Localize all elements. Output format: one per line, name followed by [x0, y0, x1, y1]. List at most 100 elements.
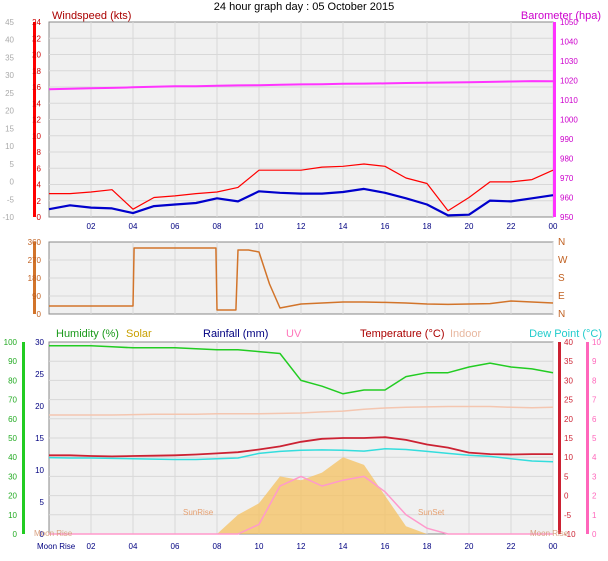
solar-label: Solar: [126, 328, 152, 340]
x-tick-label: 10: [255, 542, 264, 551]
humidity-tick: 20: [8, 492, 17, 501]
wind-average-line: [48, 187, 554, 217]
barometer-tick: 1020: [560, 77, 578, 86]
uv-tick: 7: [592, 396, 597, 405]
uv-tick: 9: [592, 357, 597, 366]
temperature-tick: 10: [564, 453, 573, 462]
windspeed-label: Windspeed (kts): [52, 10, 131, 22]
compass-tick: S: [558, 273, 565, 284]
x-tick-label: 20: [465, 222, 474, 231]
x-tick-label: 02: [87, 222, 96, 231]
humidity-axis-bar: [22, 342, 25, 534]
outer-tick: 0: [10, 178, 15, 187]
uv-line: [49, 475, 553, 535]
dewpoint-line: [48, 448, 554, 463]
humidity-tick: 30: [8, 472, 17, 481]
temperature-line: [49, 436, 553, 458]
temperature-tick: -5: [564, 511, 572, 520]
direction-series: [49, 247, 554, 311]
x-tick-label: 14: [339, 222, 348, 231]
barometer-label: Barometer (hpa): [521, 10, 601, 22]
barometer-tick: 980: [560, 155, 574, 164]
sunset-annotation: SunSet: [418, 508, 445, 517]
outer-tick: 45: [5, 18, 14, 27]
outer-tick: -10: [2, 213, 14, 222]
outer-tick: 20: [5, 107, 14, 116]
uv-tick: 10: [592, 338, 601, 347]
x-tick-label: 16: [381, 542, 390, 551]
humidity-tick: 10: [8, 511, 17, 520]
temperature-tick: 0: [564, 492, 569, 501]
barometer-tick: 1040: [560, 38, 578, 47]
temperature-axis-bar: [558, 342, 561, 534]
page-title: 24 hour graph day : 05 October 2015: [214, 1, 394, 13]
windspeed-tick: 18: [32, 67, 41, 76]
x-tick-label: 04: [129, 542, 138, 551]
uv-tick: 0: [592, 530, 597, 539]
wind-grid: [49, 22, 554, 217]
outer-tick: 30: [5, 71, 14, 80]
x-tick-label: 06: [171, 542, 180, 551]
x-tick-label: 08: [213, 222, 222, 231]
rainfall-label: Rainfall (mm): [203, 328, 268, 340]
barometer-line: [48, 80, 554, 91]
windspeed-tick: 10: [32, 132, 41, 141]
windspeed-tick: 24: [32, 18, 41, 27]
barometer-tick: 960: [560, 194, 574, 203]
temperature-tick: 5: [564, 472, 569, 481]
uv-tick: 5: [592, 434, 597, 443]
temperature-tick: 35: [564, 357, 573, 366]
windspeed-tick: 22: [32, 34, 41, 43]
temp-series: [48, 345, 554, 535]
temperature-tick: 40: [564, 338, 573, 347]
x-tick-label: 14: [339, 542, 348, 551]
uv-tick: 3: [592, 472, 597, 481]
x-tick-label: 00: [549, 222, 558, 231]
barometer-tick: 1010: [560, 96, 578, 105]
uv-tick: 8: [592, 376, 597, 385]
compass-tick: W: [558, 255, 568, 266]
windspeed-tick: 16: [32, 83, 41, 92]
uv-tick: 2: [592, 492, 597, 501]
outer-tick: 5: [10, 160, 15, 169]
x-tick-label: 16: [381, 222, 390, 231]
rain-tick: 30: [35, 338, 44, 347]
uv-tick: 4: [592, 453, 597, 462]
x-tick-label: 02: [87, 542, 96, 551]
windspeed-tick: 6: [37, 164, 42, 173]
humidity-tick: 60: [8, 415, 17, 424]
humidity-tick: 70: [8, 396, 17, 405]
compass-tick: E: [558, 291, 565, 302]
temperature-tick: 15: [564, 434, 573, 443]
windspeed-tick: 0: [37, 213, 42, 222]
direction-tick: 360: [28, 238, 42, 247]
rain-tick: 0: [40, 530, 45, 539]
humidity-label: Humidity (%): [56, 328, 119, 340]
uv-axis-bar: [586, 342, 589, 534]
uv-tick: 6: [592, 415, 597, 424]
x-tick-label: 12: [297, 542, 306, 551]
x-tick-label: 18: [423, 542, 432, 551]
uv-tick: 1: [592, 511, 597, 520]
temperature-tick-labels: 40 35 30 25 20 15 10 5 0 -5 -10: [564, 338, 576, 539]
temp-x-tick-labels: 02 04 06 08 10 12 14 16 18 20 22 00: [87, 542, 558, 551]
barometer-tick: 1000: [560, 116, 578, 125]
direction-tick: 90: [32, 292, 41, 301]
barometer-tick: 1030: [560, 57, 578, 66]
direction-axis-bar: [33, 242, 36, 314]
x-tick-label: 06: [171, 222, 180, 231]
compass-tick: N: [558, 237, 565, 248]
humidity-tick: 0: [13, 530, 18, 539]
barometer-tick: 970: [560, 174, 574, 183]
humidity-tick: 90: [8, 357, 17, 366]
outer-tick: 35: [5, 53, 14, 62]
barometer-tick: 950: [560, 213, 574, 222]
moonrise-annotation-left: Moon Rise: [34, 529, 73, 538]
solar-area: [49, 457, 553, 534]
temperature-label: Temperature (°C): [360, 328, 444, 340]
rain-tick: 20: [35, 402, 44, 411]
compass-tick: N: [558, 309, 565, 320]
